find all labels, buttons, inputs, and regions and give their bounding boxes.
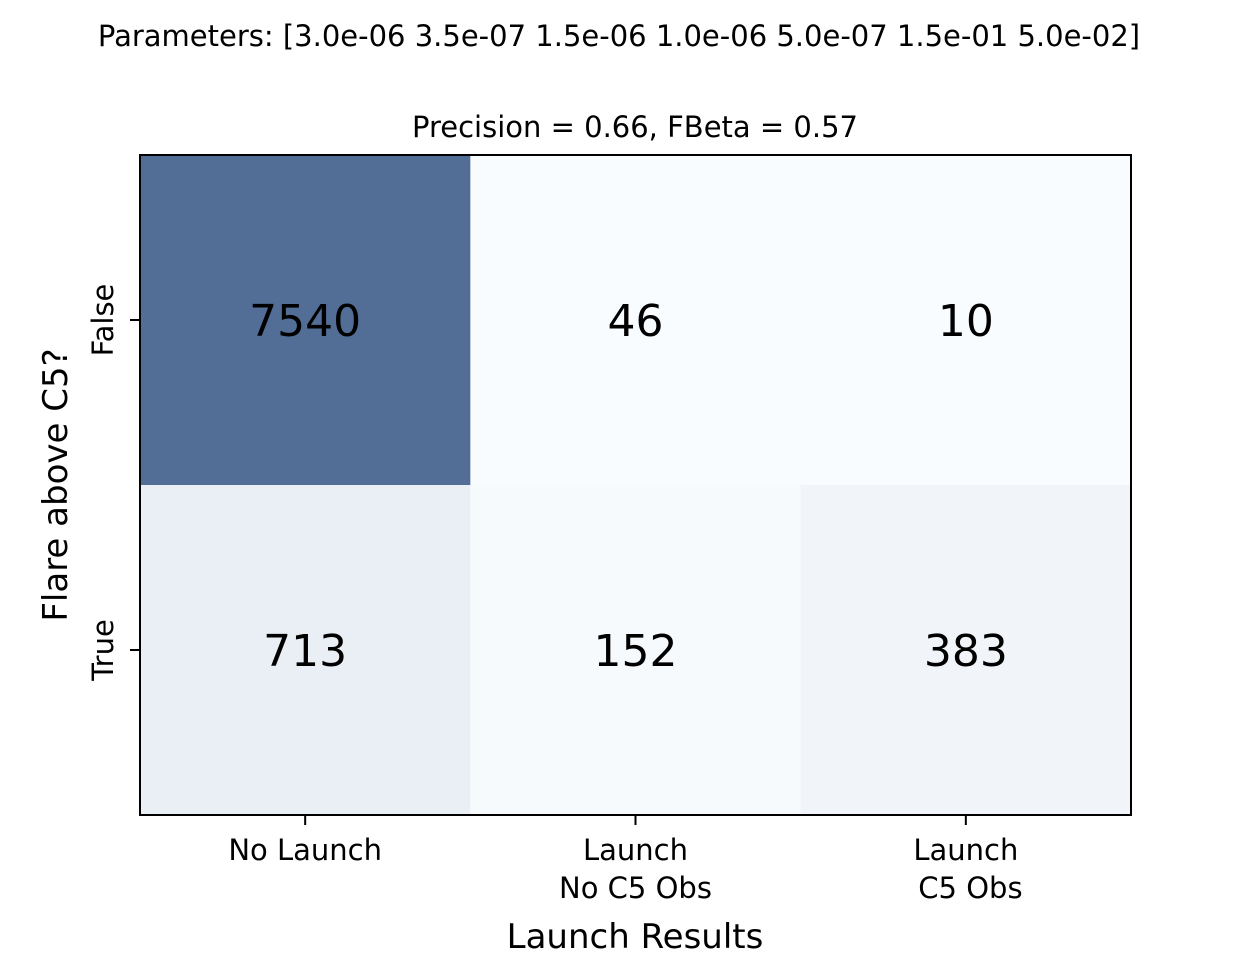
heatmap-cell-r0-c2 [800,155,1132,486]
x-tick-label-2-line-1: C5 Obs [909,871,1022,905]
cell-value-r1-c0: 713 [263,626,347,677]
x-tick-label-1-line-0: Launch [583,833,688,867]
x-tick-label-1-line-1: No C5 Obs [559,871,712,905]
heatmap-cell-r0-c1 [470,155,802,486]
chart-title: Precision = 0.66, FBeta = 0.57 [412,110,858,144]
x-tick-label-2: Launch C5 Obs [909,833,1022,905]
figure-suptitle: Parameters: [3.0e-06 3.5e-07 1.5e-06 1.0… [98,19,1140,53]
heatmap-cell-r1-c0 [140,485,471,816]
x-axis-ticks: No Launch Launch No C5 Obs Launch C5 Obs [228,815,1023,905]
cell-value-r0-c1: 46 [608,296,664,347]
y-tick-label-0: False [86,284,120,357]
cell-value-r0-c0: 7540 [249,296,361,347]
x-tick-label-0: No Launch [228,833,382,867]
heatmap-cell-r0-c0 [140,155,471,486]
x-tick-label-2-line-0: Launch [913,833,1018,867]
heatmap-cell-r1-c1 [470,485,802,816]
cell-value-r1-c2: 383 [924,626,1008,677]
cell-value-labels: 7540 46 10 713 152 383 [249,296,1008,677]
heatmap-cell-r1-c2 [800,485,1132,816]
heatmap-cells [140,155,1132,816]
cell-value-r0-c2: 10 [938,296,994,347]
y-axis-ticks: False True [86,284,140,682]
y-axis-label: Flare above C5? [36,348,76,621]
y-tick-label-1: True [86,619,120,682]
x-axis-label: Launch Results [507,917,764,957]
x-tick-label-0-line-0: No Launch [228,833,382,867]
x-tick-label-1: Launch No C5 Obs [559,833,712,905]
cell-value-r1-c1: 152 [594,626,678,677]
